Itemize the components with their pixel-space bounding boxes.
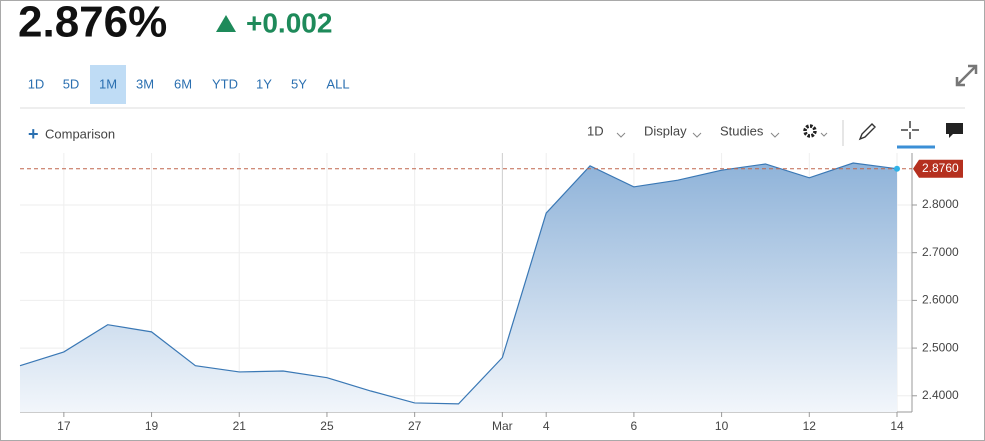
range-tab[interactable]: 1Y xyxy=(256,76,272,91)
price: 2.876% xyxy=(18,0,167,47)
range-tab[interactable]: 5D xyxy=(63,76,80,91)
up-arrow xyxy=(216,15,236,32)
range-tab[interactable]: 5Y xyxy=(291,76,307,91)
range-tab[interactable]: 1D xyxy=(28,76,45,91)
interval-button[interactable]: 1D xyxy=(587,123,604,138)
x-tick-label: Mar xyxy=(492,419,513,433)
draw-icon[interactable] xyxy=(858,123,876,141)
x-tick-label: 10 xyxy=(715,419,729,433)
y-tick-label: 2.7000 xyxy=(922,245,959,259)
value-tag xyxy=(913,159,963,178)
expand-icon[interactable] xyxy=(955,64,978,87)
x-tick-label: 4 xyxy=(543,419,550,433)
y-tick-label: 2.6000 xyxy=(922,293,959,307)
range-tabs: 1D 5D 1M 3M 6M YTD 1Y 5Y ALL xyxy=(28,65,350,104)
comment-icon[interactable] xyxy=(946,123,963,138)
chevron xyxy=(692,132,702,138)
y-tick-label: 2.8000 xyxy=(922,197,959,211)
x-tick-label: 21 xyxy=(233,419,247,433)
settings-icon[interactable] xyxy=(803,124,828,138)
last-point xyxy=(894,165,900,172)
x-tick-label: 19 xyxy=(145,419,159,433)
x-tick-label: 14 xyxy=(890,419,904,433)
range-tab[interactable]: 6M xyxy=(174,76,192,91)
range-tab[interactable]: 3M xyxy=(136,76,154,91)
x-tick-label: 17 xyxy=(57,419,71,433)
x-tick-label: 25 xyxy=(320,419,334,433)
range-tab[interactable]: ALL xyxy=(326,76,349,91)
chevron xyxy=(616,132,626,138)
active-tab xyxy=(90,65,126,104)
y-tick-label: 2.4000 xyxy=(922,388,959,402)
chevron xyxy=(770,132,780,138)
price-change: +0.002 xyxy=(246,7,332,38)
range-tab[interactable]: 1M xyxy=(99,76,117,91)
value-label: 2.8760 xyxy=(922,161,959,175)
display-button[interactable]: Display xyxy=(644,123,687,138)
studies-button[interactable]: Studies xyxy=(720,123,764,138)
range-tab[interactable]: YTD xyxy=(212,76,238,91)
crosshair-icon[interactable] xyxy=(901,121,919,139)
x-tick-label: 27 xyxy=(408,419,422,433)
plot: 17 19 21 25 27 Mar 4 6 10 12 14 2.4000 2.5000 2.6000 2… xyxy=(19,153,963,433)
x-tick-label: 12 xyxy=(803,419,817,433)
line xyxy=(19,162,898,405)
x-tick-label: 6 xyxy=(631,419,638,433)
comparison-button[interactable]: Comparison xyxy=(45,126,115,141)
add-icon[interactable]: + xyxy=(28,124,39,144)
y-tick-label: 2.5000 xyxy=(922,340,959,354)
area xyxy=(20,163,897,412)
